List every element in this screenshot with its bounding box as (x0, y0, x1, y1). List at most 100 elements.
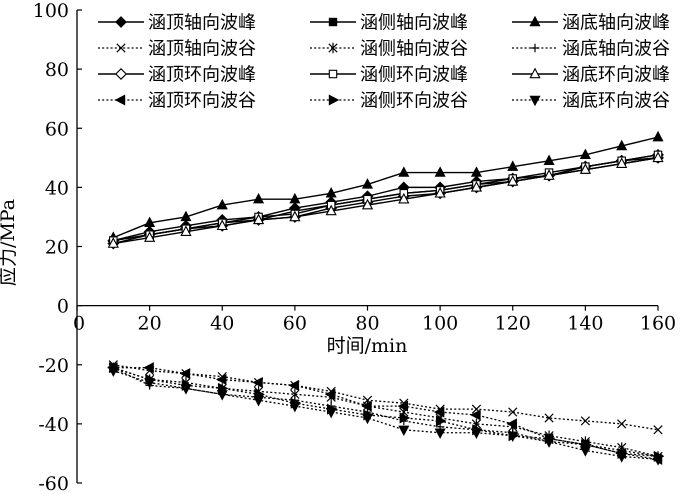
data-point (507, 175, 519, 186)
series-6 (109, 363, 663, 461)
data-point (179, 368, 191, 380)
series-10 (107, 362, 663, 465)
plot-series (107, 130, 665, 466)
data-point (652, 130, 664, 142)
data-point (398, 166, 410, 177)
series-line (113, 367, 659, 458)
legend-label: 涵底轴向波峰 (562, 13, 670, 34)
data-point (397, 400, 409, 412)
series-line (113, 367, 659, 460)
legend-label: 涵顶环向波谷 (148, 91, 256, 112)
data-point (579, 163, 591, 174)
data-point (470, 428, 482, 440)
data-point (216, 390, 228, 401)
data-point (107, 237, 119, 248)
series-line (113, 154, 659, 242)
data-point (107, 366, 119, 377)
data-point (507, 431, 519, 442)
legend-label: 涵顶轴向波峰 (148, 13, 256, 34)
data-point (434, 428, 446, 440)
data-point (579, 446, 591, 457)
data-point (617, 419, 627, 429)
data-point (252, 376, 263, 389)
series-line (113, 367, 659, 458)
data-point (253, 396, 265, 407)
legend-item: 涵侧轴向波谷 (310, 39, 468, 60)
data-point (325, 407, 337, 419)
series-line (113, 157, 659, 245)
y-tick-label: -40 (38, 414, 69, 436)
data-point (328, 42, 338, 54)
legend-item: 涵底环向波谷 (512, 91, 670, 112)
x-tick-label: 140 (567, 313, 603, 335)
data-point (114, 94, 126, 106)
legend-label: 涵侧环向波谷 (360, 91, 468, 112)
legend-item: 涵侧环向波峰 (310, 65, 468, 86)
data-point (215, 374, 227, 386)
data-point (361, 400, 372, 412)
data-point (434, 166, 446, 177)
x-axis-label: 时间/min (327, 335, 408, 357)
legend-label: 涵侧环向波峰 (360, 65, 468, 86)
y-tick-label: 40 (45, 177, 69, 199)
data-point (544, 413, 554, 423)
y-tick-label: -20 (38, 355, 69, 377)
legend-item: 涵侧轴向波峰 (310, 13, 468, 34)
data-point (435, 415, 447, 427)
data-point (289, 210, 301, 222)
y-tick-label: 80 (45, 59, 69, 81)
data-point (252, 213, 265, 225)
data-point (325, 204, 337, 216)
data-point (116, 43, 126, 53)
data-point (398, 425, 410, 437)
data-point (616, 139, 628, 151)
data-point (361, 178, 374, 189)
x-tick-label: 40 (210, 313, 234, 335)
data-point (529, 67, 541, 79)
legend-item: 涵顶环向波峰 (98, 65, 256, 86)
data-point (216, 198, 228, 210)
x-tick-label: 60 (283, 313, 307, 335)
series-5 (108, 362, 663, 462)
y-axis-label: 应力/MPa (0, 199, 19, 286)
legend-label: 涵侧轴向波谷 (360, 39, 468, 60)
data-point (530, 43, 540, 53)
data-point (508, 407, 518, 417)
data-point (529, 95, 541, 107)
data-point (328, 69, 338, 79)
data-point (144, 231, 156, 242)
data-point (180, 384, 192, 395)
legend-label: 涵底环向波峰 (562, 65, 670, 86)
legend-item: 涵顶轴向波谷 (98, 39, 256, 60)
data-point (253, 192, 265, 204)
legend-label: 涵底轴向波谷 (562, 39, 670, 60)
data-point (470, 409, 481, 421)
data-point (543, 169, 555, 180)
data-point (115, 16, 127, 28)
data-point (180, 225, 192, 236)
x-tick-label: 160 (640, 313, 676, 335)
data-point (652, 151, 664, 163)
data-point (361, 413, 374, 425)
legend-item: 涵顶轴向波峰 (98, 13, 256, 34)
data-point (529, 15, 541, 27)
data-point (616, 157, 628, 168)
data-point (180, 210, 192, 222)
data-point (144, 216, 156, 228)
data-point (328, 17, 338, 27)
legend-label: 涵顶轴向波谷 (148, 39, 256, 60)
legend-item: 涵顶环向波谷 (98, 91, 256, 112)
legend-item: 涵底环向波峰 (512, 65, 670, 86)
data-point (361, 198, 374, 210)
series-line (113, 370, 659, 460)
legend-item: 涵底轴向波谷 (512, 39, 670, 60)
y-tick-label: 100 (33, 0, 69, 22)
data-point (543, 437, 555, 448)
legend-label: 涵侧轴向波峰 (360, 13, 468, 34)
series-9 (107, 151, 664, 248)
data-point (328, 94, 340, 106)
data-point (288, 379, 300, 391)
